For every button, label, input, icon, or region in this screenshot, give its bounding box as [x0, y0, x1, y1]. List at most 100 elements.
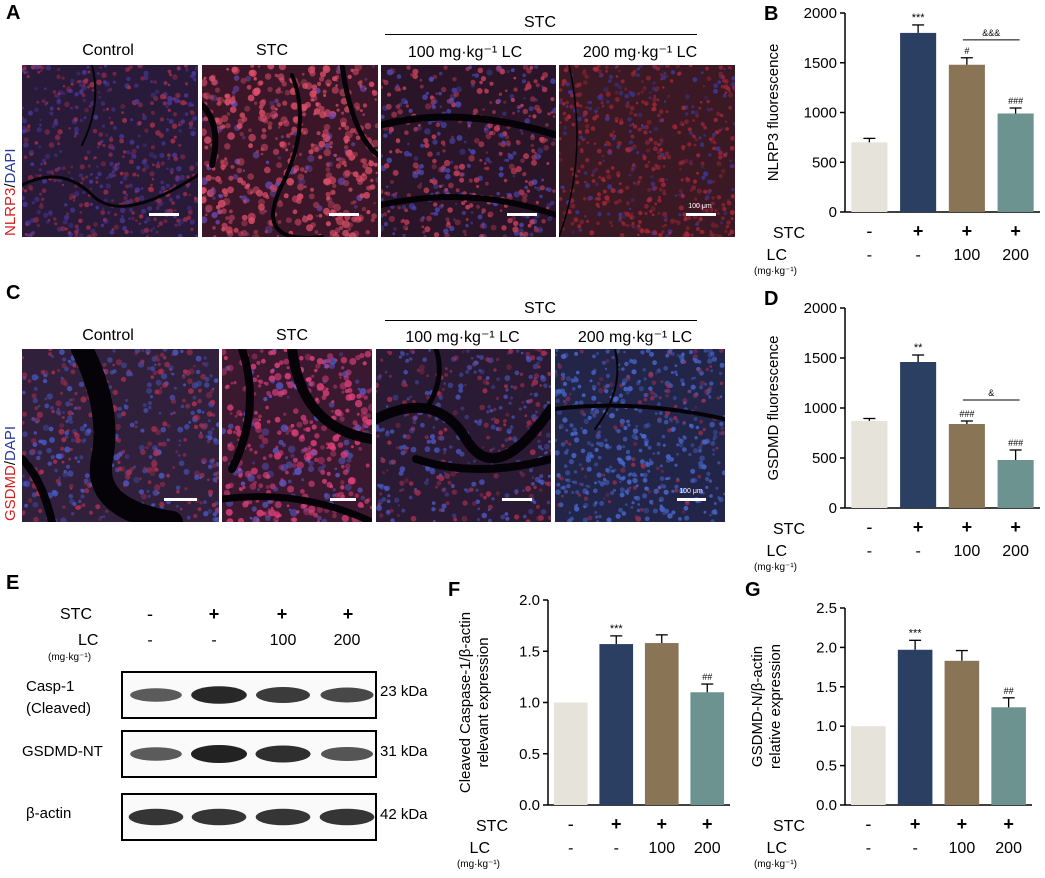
cell: [155, 379, 162, 386]
cell: [708, 479, 713, 483]
cell: [509, 94, 515, 99]
cell: [571, 490, 575, 495]
cell: [278, 126, 281, 129]
cell: [461, 201, 466, 206]
y-tick-label: 1000: [804, 400, 837, 417]
cell: [518, 407, 522, 411]
cell: [29, 187, 34, 192]
cell: [475, 488, 479, 492]
cell: [22, 130, 26, 134]
cell: [573, 217, 579, 223]
cell: [172, 74, 178, 80]
cell: [649, 499, 654, 505]
cell: [77, 499, 82, 504]
cell: [419, 78, 423, 82]
cell: [605, 373, 611, 378]
condition-stc: -: [866, 517, 872, 537]
cell: [727, 233, 731, 237]
cell: [155, 89, 160, 94]
cell: [175, 92, 181, 99]
cell: [678, 213, 682, 217]
cell: [41, 197, 45, 201]
cell: [70, 78, 75, 83]
cell: [618, 69, 621, 73]
cell: [653, 488, 659, 494]
cell: [203, 500, 207, 504]
cell: [31, 374, 38, 381]
cell: [155, 163, 161, 169]
blot-lc-value: 200: [333, 632, 361, 649]
cell: [614, 116, 619, 122]
cell: [60, 517, 67, 522]
condition-lc: -: [912, 840, 917, 857]
cell: [704, 95, 708, 100]
cell: [449, 137, 456, 145]
cell: [704, 208, 709, 213]
cell: [516, 105, 521, 110]
significance-marker: ***: [909, 627, 923, 639]
cell: [417, 184, 422, 189]
cell: [696, 220, 700, 224]
cell: [465, 369, 470, 375]
cell: [515, 349, 520, 353]
cell: [134, 98, 140, 105]
cell: [107, 357, 113, 363]
cell: [464, 383, 467, 387]
bar: [553, 702, 588, 805]
cell: [443, 382, 446, 385]
cell: [176, 218, 181, 223]
cell: [316, 358, 324, 365]
cell: [143, 227, 150, 233]
cell: [142, 168, 146, 172]
cell: [292, 472, 296, 476]
cell: [198, 388, 202, 393]
cell: [388, 126, 394, 133]
cell: [582, 70, 587, 76]
cell: [532, 379, 539, 386]
cell: [82, 83, 86, 87]
row-label-unit: (mg·kg⁻¹): [754, 266, 797, 277]
condition-lc: -: [614, 840, 619, 857]
cell: [559, 151, 561, 155]
cell: [591, 395, 597, 401]
cell: [693, 349, 698, 354]
col-title-a-control: Control: [82, 42, 134, 59]
cell: [310, 449, 317, 456]
cell: [250, 65, 255, 68]
cell: [627, 423, 631, 427]
cell: [709, 513, 712, 517]
cell: [532, 114, 537, 119]
cell: [575, 92, 581, 98]
cell: [546, 162, 550, 165]
cell: [138, 222, 141, 225]
cell: [298, 152, 303, 157]
cell: [591, 408, 594, 411]
cell: [299, 355, 304, 361]
cell: [159, 501, 165, 508]
cell: [60, 391, 64, 395]
blot-gsdmd: [121, 730, 377, 778]
cell: [453, 355, 459, 361]
cell: [246, 188, 254, 195]
cell: [727, 66, 731, 70]
cell: [642, 472, 648, 478]
cell: [314, 457, 319, 463]
cell: [624, 87, 628, 91]
cell: [444, 373, 448, 377]
cell: [589, 454, 594, 459]
cell: [586, 484, 591, 489]
cell: [699, 142, 705, 147]
cell: [108, 87, 113, 92]
cell: [376, 426, 380, 432]
cell: [371, 213, 377, 219]
cell: [408, 357, 413, 361]
cell: [230, 441, 233, 445]
cell: [433, 447, 440, 453]
cell: [149, 228, 153, 233]
cell: [211, 427, 215, 431]
cell: [204, 382, 210, 388]
cell: [250, 422, 255, 426]
cell: [610, 490, 615, 496]
cell: [561, 79, 567, 84]
cell: [426, 215, 432, 222]
